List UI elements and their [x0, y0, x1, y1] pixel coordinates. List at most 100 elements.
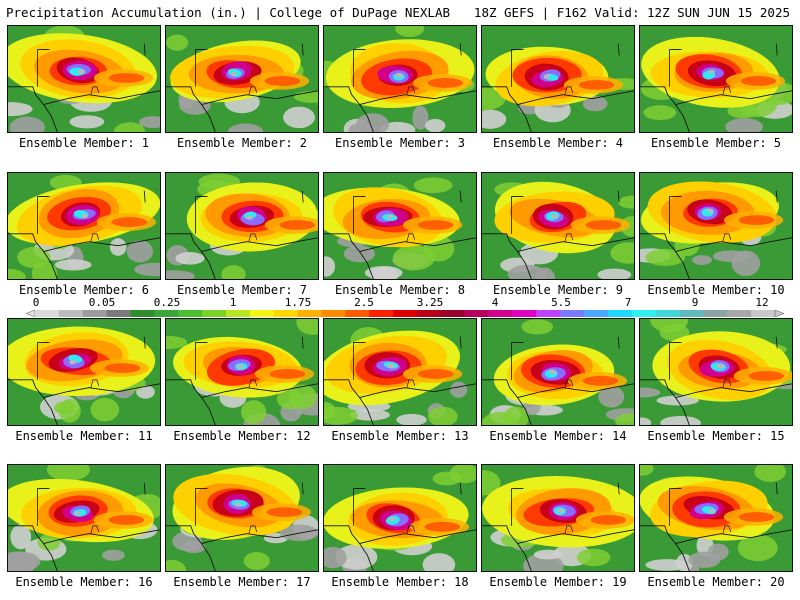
ensemble-member-map-17 — [165, 464, 319, 572]
member-caption: Ensemble Member: 3 — [334, 136, 466, 150]
precip-field — [640, 173, 792, 279]
colorbar-swatch — [703, 310, 728, 317]
precip-field — [482, 319, 634, 425]
precip-field — [166, 319, 318, 425]
ensemble-member-map-18 — [323, 464, 477, 572]
colorbar-swatch — [560, 310, 585, 317]
colorbar-swatch — [249, 310, 275, 317]
member-caption: Ensemble Member: 19 — [489, 575, 627, 589]
precip-field — [8, 465, 160, 571]
ensemble-member-map-15 — [639, 318, 793, 426]
precip-field — [166, 465, 318, 571]
colorbar-swatch — [345, 310, 370, 317]
colorbar-swatch — [584, 310, 609, 317]
header-run-info: 18Z GEFS | F162 Valid: 12Z SUN JUN 15 20… — [473, 5, 790, 20]
colorbar-swatch — [655, 310, 680, 317]
precip-field — [640, 26, 792, 132]
colorbar-swatch — [297, 310, 322, 317]
colorbar-swatch — [321, 310, 346, 317]
colorbar-swatch — [35, 310, 60, 317]
precip-field — [324, 173, 476, 279]
ensemble-member-map-1 — [7, 25, 161, 133]
colorbar-swatch — [82, 310, 107, 317]
colorbar-swatch — [225, 310, 251, 317]
ensemble-member-map-8 — [323, 172, 477, 280]
colorbar-swatch — [464, 310, 489, 317]
ensemble-member-map-9 — [481, 172, 635, 280]
member-caption: Ensemble Member: 14 — [489, 429, 627, 443]
colorbar-swatch — [106, 310, 131, 317]
ensemble-member-map-11 — [7, 318, 161, 426]
colorbar-swatch — [416, 310, 442, 317]
colorbar-swatch — [369, 310, 394, 317]
colorbar-swatch — [393, 310, 418, 317]
colorbar-tick-label: 1.75 — [284, 296, 312, 309]
colorbar-swatch — [273, 310, 298, 317]
colorbar-tick-label: 12 — [755, 296, 769, 309]
ensemble-member-map-12 — [165, 318, 319, 426]
ensemble-member-map-14 — [481, 318, 635, 426]
precip-field — [324, 319, 476, 425]
colorbar-swatch — [178, 310, 203, 317]
colorbar-swatch — [727, 310, 752, 317]
member-caption: Ensemble Member: 8 — [334, 283, 466, 297]
precip-field — [324, 465, 476, 571]
member-caption: Ensemble Member: 17 — [173, 575, 311, 589]
precip-field — [8, 26, 160, 132]
member-caption: Ensemble Member: 11 — [15, 429, 153, 443]
member-caption: Ensemble Member: 9 — [492, 283, 624, 297]
member-caption: Ensemble Member: 6 — [18, 283, 150, 297]
colorbar-tick-label: 2.5 — [354, 296, 374, 309]
colorbar-swatch — [440, 310, 465, 317]
ensemble-member-map-4 — [481, 25, 635, 133]
colorbar-tick-label: 9 — [691, 296, 699, 309]
member-caption: Ensemble Member: 5 — [650, 136, 782, 150]
colorbar-swatch — [679, 310, 704, 317]
member-caption: Ensemble Member: 7 — [176, 283, 308, 297]
colorbar-tick-label: 7 — [624, 296, 632, 309]
colorbar-tick-label: 1 — [229, 296, 237, 309]
header-title: Precipitation Accumulation (in.) | Colle… — [6, 5, 451, 20]
member-caption: Ensemble Member: 13 — [331, 429, 469, 443]
member-caption: Ensemble Member: 4 — [492, 136, 624, 150]
colorbar-tick-label: 0.25 — [153, 296, 181, 309]
colorbar-tick-label: 3.25 — [416, 296, 444, 309]
ensemble-member-map-19 — [481, 464, 635, 572]
precip-field — [166, 173, 318, 279]
member-caption: Ensemble Member: 16 — [15, 575, 153, 589]
colorbar-swatch — [536, 310, 561, 317]
ensemble-member-map-16 — [7, 464, 161, 572]
colorbar-swatch — [154, 310, 179, 317]
colorbar-swatch — [130, 310, 155, 317]
precip-field — [640, 465, 792, 571]
ensemble-member-map-7 — [165, 172, 319, 280]
precip-field — [640, 319, 792, 425]
colorbar-tick-label: 4 — [491, 296, 499, 309]
precip-field — [324, 26, 476, 132]
ensemble-member-map-2 — [165, 25, 319, 133]
colorbar-swatch — [607, 310, 633, 317]
ensemble-member-map-13 — [323, 318, 477, 426]
member-caption: Ensemble Member: 18 — [331, 575, 469, 589]
colorbar-swatch — [512, 310, 537, 317]
member-caption: Ensemble Member: 20 — [647, 575, 785, 589]
member-caption: Ensemble Member: 15 — [647, 429, 785, 443]
member-caption: Ensemble Member: 12 — [173, 429, 311, 443]
member-caption: Ensemble Member: 2 — [176, 136, 308, 150]
precip-colorbar — [25, 309, 785, 318]
colorbar-tick-label: 0 — [32, 296, 40, 309]
ensemble-member-map-20 — [639, 464, 793, 572]
precip-field — [482, 26, 634, 132]
precip-field — [482, 173, 634, 279]
precip-field — [8, 319, 160, 425]
ensemble-member-map-5 — [639, 25, 793, 133]
ensemble-member-map-10 — [639, 172, 793, 280]
colorbar-swatch — [202, 310, 227, 317]
precip-field — [166, 26, 318, 132]
ensemble-member-map-3 — [323, 25, 477, 133]
colorbar-swatch — [631, 310, 656, 317]
ensemble-member-map-6 — [7, 172, 161, 280]
precip-field — [482, 465, 634, 571]
colorbar-tick-label: 0.05 — [88, 296, 116, 309]
member-caption: Ensemble Member: 10 — [647, 283, 785, 297]
